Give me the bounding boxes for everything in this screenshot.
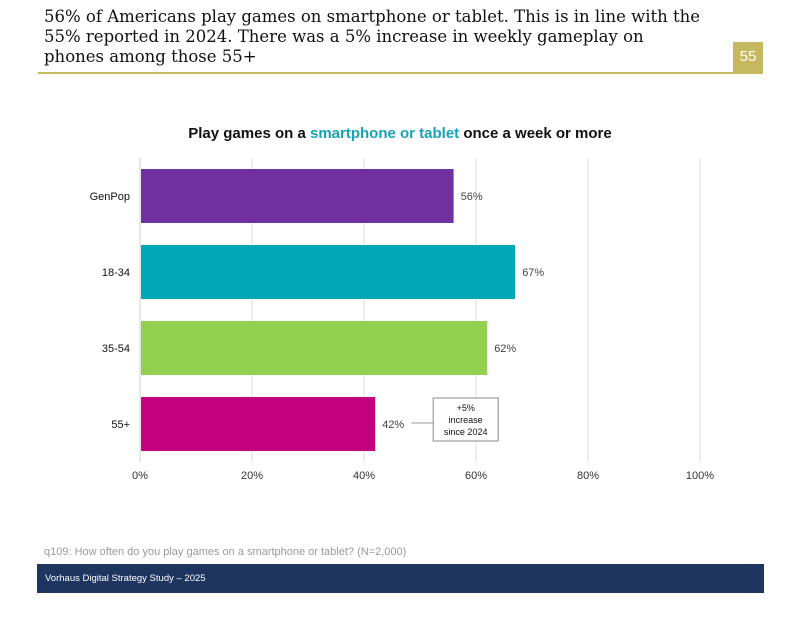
value-label: 67%: [522, 267, 544, 279]
x-tick-label: 60%: [465, 470, 487, 482]
value-label: 62%: [494, 343, 516, 355]
chart-title: Play games on a smartphone or tablet onc…: [0, 125, 800, 142]
bar: [141, 397, 376, 451]
category-label: 55+: [111, 419, 130, 431]
chart-title-after: once a week or more: [459, 125, 612, 142]
bar: [141, 169, 454, 223]
value-label: 42%: [382, 419, 404, 431]
value-label: 56%: [461, 191, 483, 203]
annotation-line: increase: [449, 415, 483, 425]
x-tick-label: 80%: [577, 470, 599, 482]
header-divider: [38, 72, 763, 74]
annotation-line: +5%: [457, 403, 475, 413]
category-label: GenPop: [90, 191, 130, 203]
survey-footnote: q109: How often do you play games on a s…: [44, 546, 407, 558]
footer-text: Vorhaus Digital Strategy Study – 2025: [45, 573, 206, 584]
headline: 56% of Americans play games on smartphon…: [44, 7, 701, 66]
x-tick-label: 40%: [353, 470, 375, 482]
annotation-box: [432, 397, 499, 442]
annotation-line: since 2024: [444, 427, 488, 437]
page-number: 55: [733, 42, 763, 72]
x-tick-label: 100%: [686, 470, 714, 482]
x-tick-label: 20%: [241, 470, 263, 482]
category-label: 35-54: [102, 343, 130, 355]
footer-bar: Vorhaus Digital Strategy Study – 2025: [37, 564, 764, 593]
x-tick-label: 0%: [132, 470, 148, 482]
bar: [141, 321, 488, 375]
category-label: 18-34: [102, 267, 130, 279]
chart-title-before: Play games on a: [188, 125, 310, 142]
bar: [141, 245, 516, 299]
chart-title-highlight: smartphone or tablet: [309, 125, 460, 142]
